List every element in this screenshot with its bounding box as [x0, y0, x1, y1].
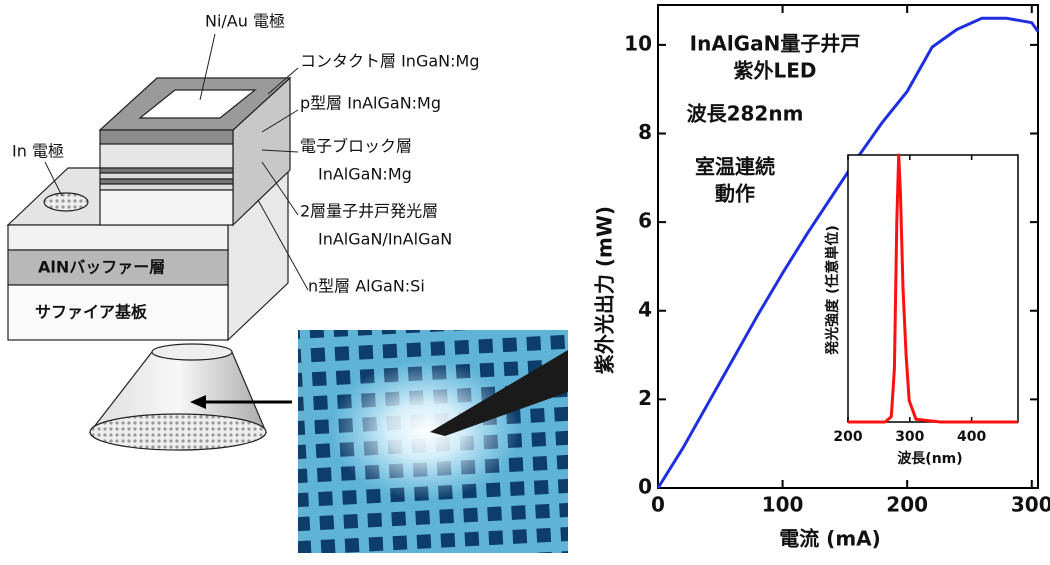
diagram-label: サファイア基板 [35, 303, 148, 322]
x-axis-label: 波長(nm) [897, 450, 962, 467]
cone-bottom [90, 414, 266, 450]
diagram-label: p型層 InAlGaN:Mg [300, 94, 441, 113]
layer [100, 130, 233, 144]
diagram-label: InAlGaN:Mg [318, 165, 412, 184]
x-tick-label: 200 [886, 493, 928, 517]
diagram-label: n型層 AlGaN:Si [308, 277, 425, 296]
photo [298, 330, 568, 553]
x-tick-label: 300 [895, 429, 924, 445]
x-tick-label: 400 [957, 429, 986, 445]
cone-top [152, 344, 232, 360]
x-tick-label: 300 [1011, 493, 1050, 517]
y-tick-label: 10 [624, 31, 652, 55]
light-glow [330, 360, 520, 500]
x-tick-label: 200 [833, 429, 862, 445]
layer [100, 168, 233, 173]
y-axis-label: 紫外光出力 (mW) [593, 206, 617, 374]
diagram-label: InAlGaN/InAlGaN [318, 230, 452, 249]
diagram-label: 電子ブロック層 [300, 137, 412, 156]
annotation: 動作 [715, 182, 755, 206]
annotation: 紫外LED [733, 59, 816, 83]
y-tick-label: 2 [638, 386, 652, 410]
diagram-label: AlNバッファー層 [38, 258, 165, 277]
y-tick-label: 4 [638, 297, 652, 321]
layer [100, 184, 233, 190]
y-tick-label: 8 [638, 120, 652, 144]
diagram-label: In 電極 [12, 142, 64, 161]
diagram-label: 2層量子井戸発光層 [300, 202, 438, 221]
x-tick-label: 0 [651, 493, 665, 517]
plot-frame [848, 155, 1018, 422]
layer [100, 173, 233, 179]
layer [100, 144, 233, 168]
x-tick-label: 100 [762, 493, 804, 517]
page: {"diagram": {"labels": ["Ni/Au 電極", "コンタ… [0, 0, 1050, 561]
figure: Ni/Au 電極コンタクト層 InGaN:Mg p型層 InAlGaN:Mg 電子ブ… [0, 0, 1050, 561]
layer [8, 225, 228, 250]
annotation: 室温連続 [695, 155, 775, 179]
y-tick-label: 6 [638, 209, 652, 233]
layer [100, 179, 233, 184]
annotation: 波長282nm [687, 102, 804, 126]
diagram-label: コンタクト層 InGaN:Mg [300, 52, 479, 71]
y-tick-label: 0 [638, 475, 652, 499]
in-electrode [44, 193, 88, 211]
y-axis-label: 発光強度 (任意単位) [824, 225, 841, 356]
annotation: InAlGaN量子井戸 [690, 32, 861, 56]
diagram-label: Ni/Au 電極 [205, 12, 285, 31]
layer [100, 190, 233, 225]
x-axis-label: 電流 (mA) [779, 527, 881, 551]
